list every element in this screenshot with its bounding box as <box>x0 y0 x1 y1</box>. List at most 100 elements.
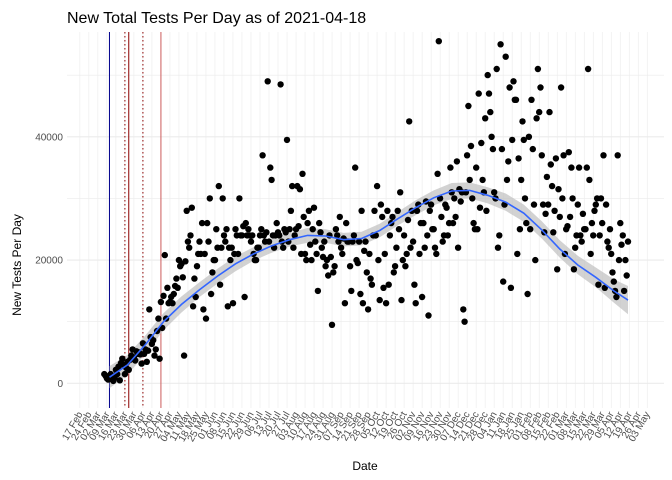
data-point <box>438 213 445 221</box>
data-point <box>399 256 406 264</box>
data-point <box>572 244 579 251</box>
data-point <box>545 201 552 208</box>
data-point <box>433 250 440 258</box>
data-point <box>595 281 602 288</box>
data-point <box>460 306 467 313</box>
data-point <box>373 182 381 190</box>
data-point <box>276 232 283 239</box>
smooth-line <box>109 189 629 378</box>
data-point <box>457 198 464 205</box>
data-point <box>228 244 235 251</box>
data-point <box>300 213 307 221</box>
data-point <box>552 155 560 162</box>
data-point <box>546 108 553 116</box>
data-point <box>376 296 383 304</box>
data-point <box>570 266 578 273</box>
data-point <box>404 216 412 224</box>
data-point <box>529 145 536 153</box>
data-point <box>537 84 544 91</box>
data-point <box>249 232 256 239</box>
data-point <box>263 229 270 236</box>
data-point <box>420 219 427 227</box>
data-point <box>264 78 271 85</box>
data-point <box>568 164 575 171</box>
data-point <box>189 303 197 310</box>
data-point <box>599 219 606 227</box>
data-point <box>227 256 234 264</box>
data-point <box>207 290 215 298</box>
data-point <box>198 219 206 227</box>
data-point <box>391 263 399 270</box>
data-point <box>224 303 231 310</box>
data-point <box>524 290 531 298</box>
data-point <box>375 256 382 264</box>
data-point <box>164 284 171 291</box>
data-point <box>348 287 355 295</box>
data-point <box>416 250 423 258</box>
data-point <box>327 253 334 261</box>
data-point <box>328 321 336 328</box>
data-point <box>220 232 228 239</box>
data-point <box>303 256 310 264</box>
data-point <box>289 182 296 190</box>
data-point <box>273 219 280 227</box>
data-point <box>265 238 273 245</box>
data-point <box>193 263 201 270</box>
data-point <box>204 219 211 227</box>
data-point <box>624 238 632 245</box>
data-point <box>525 133 533 140</box>
data-point <box>201 250 208 258</box>
data-point <box>514 250 521 258</box>
data-point <box>381 250 388 258</box>
data-point <box>206 195 213 202</box>
data-point <box>519 118 526 125</box>
data-point <box>488 133 495 140</box>
chart-title: New Total Tests Per Day as of 2021-04-18 <box>67 10 366 27</box>
data-point <box>343 219 350 227</box>
data-point <box>475 90 482 97</box>
data-point <box>604 238 611 245</box>
data-point <box>358 207 365 214</box>
data-point <box>424 232 431 239</box>
data-point <box>299 170 306 177</box>
data-point <box>354 259 361 267</box>
data-point <box>160 292 167 299</box>
data-point <box>538 152 545 159</box>
data-point <box>361 247 368 254</box>
data-point <box>242 219 249 227</box>
data-point <box>223 226 230 233</box>
data-point <box>357 290 364 298</box>
data-point <box>389 213 396 221</box>
data-point <box>551 207 558 214</box>
data-point <box>187 232 194 239</box>
data-point <box>426 207 433 214</box>
data-point <box>156 355 163 362</box>
data-point <box>144 347 152 354</box>
data-point <box>364 306 372 313</box>
data-point <box>507 284 515 291</box>
data-point <box>534 65 542 73</box>
data-point <box>359 300 367 307</box>
data-point <box>216 281 224 288</box>
data-point <box>435 38 442 45</box>
data-point <box>317 229 324 236</box>
data-point <box>620 287 628 295</box>
data-point <box>403 250 410 258</box>
data-point <box>466 176 473 184</box>
data-point <box>215 182 222 190</box>
data-point <box>402 263 409 270</box>
data-point <box>547 161 554 168</box>
data-point <box>155 315 162 322</box>
data-point <box>512 96 520 104</box>
data-point <box>474 226 481 233</box>
data-point <box>196 238 203 245</box>
data-point <box>614 152 621 159</box>
data-point <box>322 263 329 270</box>
data-point <box>503 176 511 184</box>
data-point <box>380 284 387 291</box>
data-point <box>268 176 275 184</box>
data-point <box>559 195 566 202</box>
data-point <box>443 204 450 211</box>
data-point <box>609 269 616 276</box>
